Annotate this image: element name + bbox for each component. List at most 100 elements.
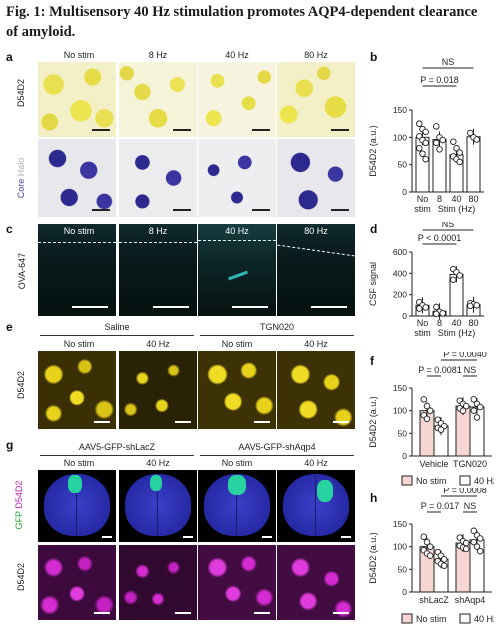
chart-b-point-2-5 [456, 158, 463, 166]
row-label-g-d54d2: D54D2 [16, 563, 26, 592]
chart-d-xtick-label-0b: stim [414, 328, 431, 338]
panel-f-label: f [370, 354, 374, 368]
chart-d-point-0-3 [416, 305, 423, 312]
chart-h-point-1-1-5 [476, 547, 484, 555]
chart-f: 0 50 100 150 D54D2 (a.u.) Vehicle TGN020 P = 0.… [368, 352, 494, 486]
chart-d-point-1-3 [433, 310, 440, 318]
chart-d-point-1-2 [439, 310, 446, 317]
col-label-e-2: 40 Hz [146, 339, 170, 349]
chart-b-bar-3 [466, 136, 481, 193]
chart-h-ytick-label-0: 0 [402, 587, 407, 597]
chart-d-xtick-label-0: No [417, 318, 429, 328]
image-g-brain-shaqp4-40hz [277, 470, 355, 542]
chart-b-xtick-label-0b: stim [414, 204, 431, 214]
row-label-a-d54d2: D54D2 [16, 79, 26, 108]
col-label-e-4: 40 Hz [304, 339, 328, 349]
chart-f-point-0-0-0 [420, 396, 428, 403]
image-g-brain-shlacz-nostim [38, 470, 116, 542]
chart-d-point-1-0 [433, 303, 440, 311]
chart-b-ytick-label-0: 0 [402, 187, 407, 197]
chart-h-legend-label-0: No stim [416, 614, 447, 624]
col-label-g-3: No stim [221, 458, 253, 468]
chart-f-point-0-1-4 [437, 426, 445, 433]
image-a-core-40hz [198, 139, 276, 217]
chart-b-point-0-7 [419, 150, 426, 157]
chart-b-point-3-0 [467, 129, 474, 137]
chart-f-xtick-label-1: TGN020 [453, 459, 487, 469]
chart-b: 0 50 100 150 D54D2 (a.u.) No 8 40 80 stim Stim (Hz… [368, 57, 484, 214]
chart-f-right-label: NS [464, 365, 477, 375]
chart-f-point-1-1-0 [470, 396, 478, 403]
chart-b-ylabel: D54D2 (a.u.) [368, 125, 378, 177]
chart-d-xlabel: Stim (Hz) [438, 328, 476, 338]
chart-f-point-0-0-1 [423, 402, 431, 410]
chart-f-legend-label-0: No stim [416, 476, 447, 486]
col-label-c-2: 8 Hz [148, 226, 168, 236]
chart-b-ytick-label-2: 100 [393, 132, 407, 142]
chart-b-ns-label: NS [442, 57, 455, 67]
chart-h-right-label: NS [464, 501, 477, 511]
chart-b-point-0-6 [416, 145, 423, 152]
chart-h-point-0-1-2 [440, 556, 448, 563]
image-g-d54d2-shaqp4-40hz [277, 545, 355, 620]
chart-b-point-0-5 [422, 139, 429, 147]
chart-h-point-1-1-2 [476, 535, 484, 542]
chart-d-point-3-2 [473, 302, 480, 309]
panel-e-label: e [6, 320, 13, 334]
chart-d-ylabel: CSF signal [368, 262, 378, 306]
chart-f-point-1-0-4 [459, 407, 467, 414]
chart-h-point-1-0-5 [462, 545, 470, 553]
chart-h-point-1-1-4 [473, 543, 481, 550]
chart-h-legend-swatch-0 [401, 613, 413, 624]
chart-f-xtick-label-0: Vehicle [419, 459, 448, 469]
chart-d-point-3-3 [467, 302, 474, 310]
chart-f-point-1-1-2 [476, 403, 484, 411]
chart-h-point-1-1-3 [470, 538, 478, 546]
chart-b-point-3-2 [473, 136, 480, 143]
chart-f-ytick-label-0: 0 [402, 451, 407, 461]
chart-h-left-label: P = 0.017 [421, 501, 460, 511]
image-e-saline-40hz [119, 351, 197, 429]
chart-d-xtick-label-3: 80 [468, 318, 478, 328]
chart-b-ytick-label-3: 150 [393, 105, 407, 115]
image-a-core-80hz [277, 139, 355, 217]
chart-d-ns-label: NS [442, 222, 455, 229]
chart-h-top-label: P = 0.0008 [443, 488, 487, 495]
chart-b-xtick-label-0: No [417, 194, 429, 204]
panel-d-label: d [370, 222, 378, 236]
chart-f-top-label: P = 0.0040 [443, 352, 487, 359]
chart-d-ytick-label-0: 0 [402, 311, 407, 321]
panel-b-label: b [370, 50, 378, 64]
chart-f-ytick-label-3: 150 [393, 383, 407, 393]
panel-c-label: c [6, 222, 13, 236]
chart-f-left-label: P = 0.0081 [418, 365, 462, 375]
chart-h-point-0-1-5 [440, 562, 448, 569]
chart-h-xtick-label-1: shAqp4 [455, 595, 486, 605]
chart-f-ytick-label-2: 100 [393, 406, 407, 416]
chart-f-legend-label-1: 40 Hz [474, 476, 494, 486]
col-label-g-1: No stim [63, 458, 95, 468]
chart-h-xtick-label-0: shLacZ [419, 595, 449, 605]
image-a-d54d2-8hz [119, 62, 197, 137]
chart-f-legend-swatch-0 [401, 475, 413, 486]
chart-h-ytick-label-3: 150 [393, 519, 407, 529]
image-a-d54d2-40hz [198, 62, 276, 137]
chart-b-xtick-label-2: 40 [451, 194, 461, 204]
col-label-c-3: 40 Hz [225, 226, 249, 236]
col-label-c-1: No stim [63, 226, 95, 236]
chart-d-point-0-2 [422, 304, 429, 311]
group-line-g-1 [40, 455, 194, 456]
col-label-a-3: 40 Hz [225, 50, 249, 60]
image-g-d54d2-shlacz-40hz [119, 545, 197, 620]
image-a-d54d2-nostim [38, 62, 116, 137]
chart-b-point-2-2 [456, 149, 463, 156]
chart-h-ylabel: D54D2 (a.u.) [368, 532, 378, 584]
image-a-core-nostim [38, 139, 116, 217]
image-e-tgn020-40hz [277, 351, 355, 429]
chart-b-xtick-label-1: 8 [437, 194, 442, 204]
col-label-a-2: 8 Hz [148, 50, 168, 60]
row-label-a-core-halo: Core Halo [16, 157, 26, 199]
figure-title: Fig. 1: Multisensory 40 Hz stimulation p… [6, 4, 478, 40]
image-c-nostim [38, 224, 116, 316]
row-label-g-gfp-d54d2: GFP D54D2 [14, 480, 24, 530]
